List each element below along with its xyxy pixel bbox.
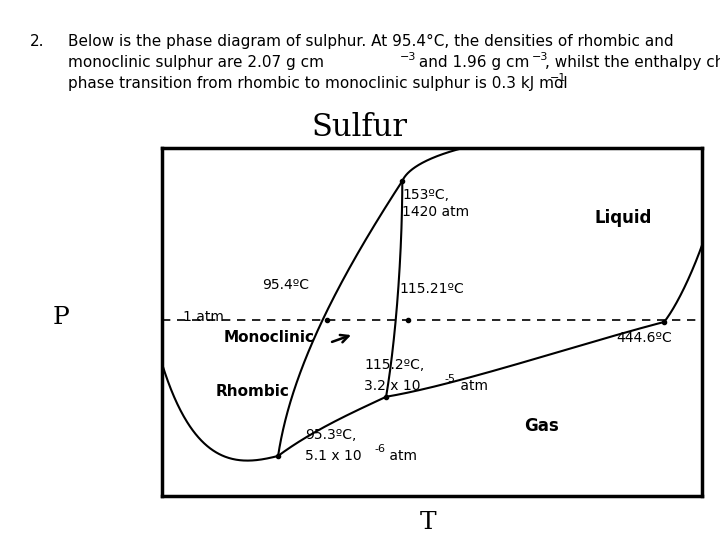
Text: monoclinic sulphur are 2.07 g cm: monoclinic sulphur are 2.07 g cm	[68, 55, 325, 70]
Text: −1: −1	[549, 73, 566, 83]
Text: and 1.96 g cm: and 1.96 g cm	[414, 55, 529, 70]
Text: , whilst the enthalpy change for: , whilst the enthalpy change for	[545, 55, 720, 70]
Text: atm: atm	[456, 379, 487, 393]
Text: 95.3ºC,: 95.3ºC,	[305, 428, 356, 442]
Text: −3: −3	[531, 52, 548, 62]
Text: -5: -5	[444, 374, 456, 384]
Text: phase transition from rhombic to monoclinic sulphur is 0.3 kJ mol: phase transition from rhombic to monocli…	[68, 76, 568, 90]
Text: -6: -6	[374, 444, 385, 454]
Text: T: T	[420, 511, 437, 534]
Text: 444.6ºC: 444.6ºC	[616, 330, 672, 345]
Text: 1 atm: 1 atm	[183, 310, 224, 324]
Text: 153ºC,: 153ºC,	[402, 188, 449, 202]
Text: Rhombic: Rhombic	[216, 384, 290, 399]
Text: 5.1 x 10: 5.1 x 10	[305, 449, 361, 463]
Text: atm: atm	[385, 449, 417, 463]
Text: 115.21ºC: 115.21ºC	[400, 282, 464, 296]
Text: Gas: Gas	[523, 418, 559, 435]
Text: −3: −3	[400, 52, 416, 62]
Text: Below is the phase diagram of sulphur. At 95.4°C, the densities of rhombic and: Below is the phase diagram of sulphur. A…	[68, 34, 674, 49]
Text: 3.2 x 10: 3.2 x 10	[364, 379, 421, 393]
Text: Liquid: Liquid	[594, 209, 652, 226]
Text: 115.2ºC,: 115.2ºC,	[364, 358, 425, 373]
Text: Monoclinic: Monoclinic	[224, 330, 315, 345]
Text: 1420 atm: 1420 atm	[402, 206, 469, 219]
Text: P: P	[53, 306, 70, 329]
Text: Sulfur: Sulfur	[312, 112, 408, 144]
Text: .: .	[558, 76, 563, 90]
Text: 2.: 2.	[30, 34, 45, 49]
Text: 95.4ºC: 95.4ºC	[262, 278, 309, 293]
